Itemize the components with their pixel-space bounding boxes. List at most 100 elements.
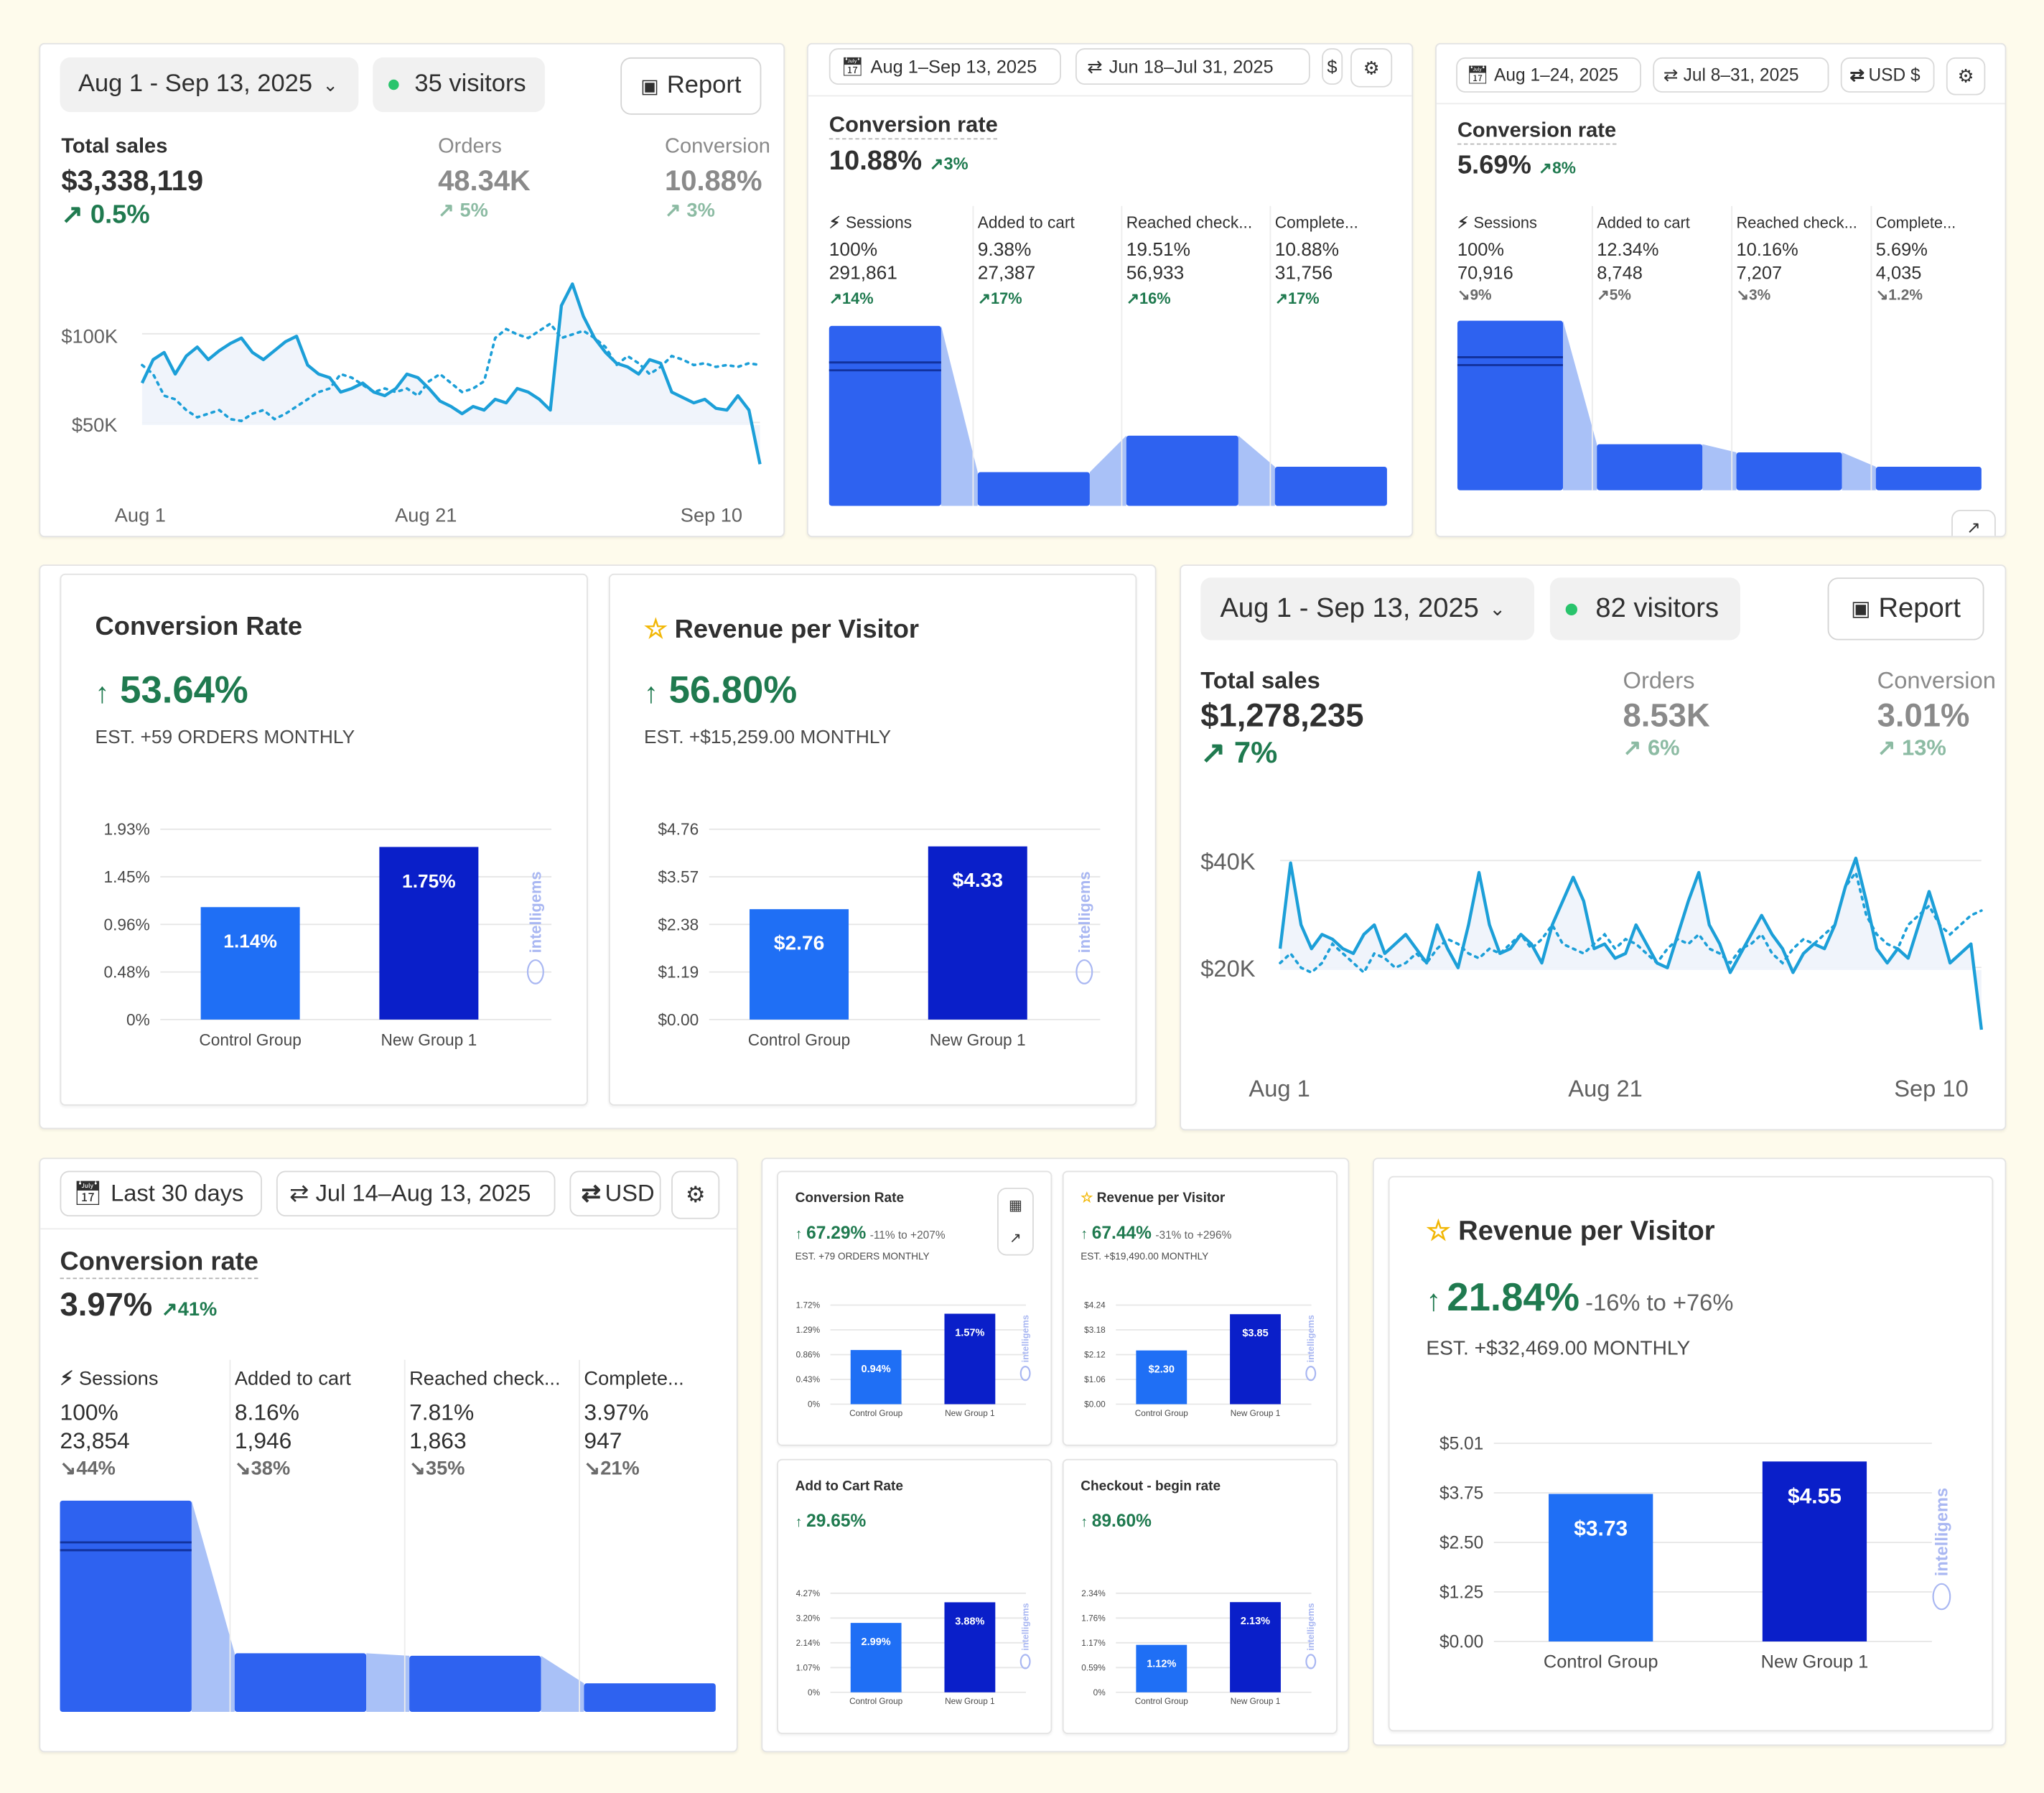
- funnel-bar: [1457, 320, 1564, 490]
- currency-chip[interactable]: ⇄ USD: [569, 1170, 661, 1217]
- step-label-text: Added to cart: [1597, 213, 1690, 233]
- area-fill: [1280, 858, 1982, 1030]
- funnel-step-1[interactable]: ⚡︎ Sessions 100% 23,854 ↘44%: [60, 1365, 225, 1484]
- funnel-change: ↗8%: [1539, 159, 1576, 177]
- table-icon[interactable]: ▦: [1008, 1198, 1022, 1214]
- intelligems-logo-icon: [1019, 1654, 1031, 1669]
- star-icon: ☆: [1426, 1216, 1451, 1247]
- total-sales-value: $1,278,235: [1200, 697, 1364, 735]
- date-range-picker[interactable]: Aug 1 - Sep 13, 2025 ⌄: [60, 57, 359, 113]
- mini-metric-card[interactable]: Add to Cart Rate ↑ 29.65% 4.27% 3.20% 2.14% 1…: [777, 1458, 1053, 1734]
- visitors-count: 82 visitors: [1595, 593, 1719, 623]
- column-divider: [1731, 205, 1733, 490]
- comparison-chip[interactable]: ⇄ Jul 8–31, 2025: [1653, 57, 1829, 93]
- conversion-value: 10.88%: [665, 164, 762, 197]
- column-divider: [1591, 205, 1593, 490]
- funnel-step-2[interactable]: Added to cart 12.34% 8,748 ↗5%: [1597, 211, 1726, 307]
- arrow-up-icon: ↑: [95, 676, 110, 709]
- funnel-card-a: 📅︎ Aug 1–Sep 13, 2025 ⇄ Jun 18–Jul 31, 202…: [806, 42, 1414, 538]
- y-tick-label: $40K: [1200, 848, 1256, 875]
- funnel-value: 5.69% ↗8%: [1457, 152, 1576, 182]
- control-group-bar: [1136, 1644, 1187, 1692]
- funnel-step-2[interactable]: Added to cart 8.16% 1,946 ↘38%: [235, 1365, 399, 1484]
- report-button[interactable]: ▣ Report: [620, 57, 762, 115]
- step-percentage: 9.38%: [977, 239, 1032, 261]
- x-tick-label: Aug 21: [1568, 1075, 1643, 1102]
- step-change: ↘1.2%: [1875, 288, 1923, 304]
- chevron-down-icon: ⌄: [322, 73, 338, 95]
- card-title-text: Conversion Rate: [795, 1190, 905, 1206]
- funnel-step-3[interactable]: Reached check... 10.16% 7,207 ↘3%: [1737, 211, 1866, 307]
- orders-label: Orders: [1623, 667, 1695, 694]
- filter-button[interactable]: ⚙︎: [671, 1170, 720, 1219]
- revenue-per-visitor-card: ☆ Revenue per Visitor ↑ 21.84% -16% to +…: [1388, 1175, 1994, 1732]
- step-change: ↗14%: [829, 289, 874, 307]
- date-range-chip[interactable]: 📅︎ Aug 1–Sep 13, 2025: [829, 48, 1061, 85]
- external-link-icon[interactable]: ↗: [1009, 1231, 1022, 1247]
- funnel-bar: [829, 325, 941, 506]
- funnel-step-3[interactable]: Reached check... 7.81% 1,863 ↘35%: [409, 1365, 574, 1484]
- arrow-up-icon: ↑: [1426, 1282, 1442, 1317]
- star-icon: ☆: [1081, 1190, 1097, 1206]
- intelligems-logo-icon: [1075, 959, 1093, 984]
- conversion-rate-card: Conversion Rate ↑ 53.64% EST. +59 ORDERS…: [60, 573, 588, 1106]
- bar-value-label: $2.76: [774, 931, 824, 954]
- date-range-chip[interactable]: 📅︎ Last 30 days: [60, 1170, 262, 1217]
- funnel-chart: [60, 1500, 716, 1713]
- lift-value-number: 53.64%: [120, 670, 248, 712]
- expand-button[interactable]: ↗: [1951, 509, 1996, 536]
- x-category-label: Control Group: [1544, 1652, 1658, 1672]
- y-tick-label: 0.96%: [103, 915, 149, 933]
- funnel-bar: [1736, 452, 1842, 490]
- report-button[interactable]: ▣ Report: [1827, 577, 1984, 641]
- filter-button[interactable]: ⚙︎: [1946, 57, 1986, 96]
- comparison-chip[interactable]: ⇄ Jul 14–Aug 13, 2025: [276, 1170, 556, 1217]
- comparison-bar-chart: $5.01 $3.75 $2.50 $1.25 $0.00 $3.73 Control Gr…: [1439, 1435, 1952, 1672]
- card-actions[interactable]: ▦ ↗: [997, 1188, 1034, 1256]
- y-tick-label: 0%: [808, 1400, 821, 1410]
- confidence-range: -31% to +296%: [1155, 1228, 1232, 1242]
- y-tick-label: 0%: [126, 1010, 150, 1029]
- orders-value: 48.34K: [438, 164, 531, 197]
- date-range-chip[interactable]: 📅︎ Aug 1–24, 2025: [1456, 57, 1641, 93]
- funnel-step-3[interactable]: Reached check... 19.51% 56,933 ↗16%: [1126, 211, 1264, 310]
- funnel-step-4[interactable]: Complete... 10.88% 31,756 ↗17%: [1275, 211, 1412, 310]
- funnel-step-2[interactable]: Added to cart 9.38% 27,387 ↗17%: [978, 211, 1116, 310]
- new-group-bar: [944, 1313, 996, 1405]
- x-category-label: New Group 1: [1761, 1652, 1869, 1672]
- visitors-badge[interactable]: 82 visitors: [1549, 577, 1740, 641]
- funnel-step-1[interactable]: ⚡︎ Sessions 100% 70,916 ↘9%: [1457, 211, 1587, 307]
- new-group-bar: [928, 846, 1027, 1020]
- funnel-step-4[interactable]: Complete... 3.97% 947 ↘21%: [584, 1365, 736, 1484]
- x-category-label: Control Group: [748, 1030, 851, 1049]
- currency-label: $: [1327, 56, 1338, 78]
- currency-chip[interactable]: $: [1322, 48, 1343, 85]
- visitors-badge[interactable]: 35 visitors: [373, 57, 545, 113]
- lift-value: ↑ 67.44% -31% to +296%: [1081, 1221, 1231, 1245]
- date-range-picker[interactable]: Aug 1 - Sep 13, 2025 ⌄: [1200, 577, 1535, 641]
- visitors-count: 35 visitors: [414, 70, 526, 98]
- y-tick-label: $2.38: [658, 915, 699, 933]
- bolt-icon: ⚡︎: [1457, 213, 1469, 233]
- comparison-chip[interactable]: ⇄ Jun 18–Jul 31, 2025: [1075, 48, 1310, 85]
- y-tick-label: 0.86%: [796, 1350, 821, 1360]
- step-label: Reached check...: [1126, 211, 1264, 236]
- x-tick-label: Aug 1: [115, 503, 166, 526]
- card-title-text: Revenue per Visitor: [1096, 1190, 1226, 1206]
- currency-chip[interactable]: ⇄ USD $: [1840, 57, 1935, 93]
- funnel-step-1[interactable]: ⚡︎ Sessions 100% 291,861 ↗14%: [829, 211, 967, 310]
- step-change: ↘9%: [1457, 288, 1492, 304]
- y-tick-label: 2.14%: [796, 1638, 821, 1648]
- y-tick-label: 1.29%: [796, 1325, 821, 1335]
- mini-metric-card[interactable]: Checkout - begin rate ↑ 89.60% 2.34% 1.76% 1…: [1062, 1458, 1338, 1734]
- step-label-text: Sessions: [845, 213, 913, 233]
- funnel-change-value: 3%: [943, 154, 969, 174]
- mini-metric-card[interactable]: Conversion Rate ↑ 67.29% -11% to +207% EST.…: [777, 1170, 1053, 1446]
- mini-metric-card[interactable]: ☆ Revenue per Visitor ↑ 67.44% -31% to +29…: [1062, 1170, 1338, 1446]
- funnel-step-4[interactable]: Complete... 5.69% 4,035 ↘1.2%: [1876, 211, 2005, 307]
- comparison-bar-chart: $4.24 $3.18 $2.12 $1.06 $0.00 $2.30 Control Gr…: [1084, 1300, 1316, 1418]
- date-range-label: Aug 1–24, 2025: [1494, 65, 1619, 85]
- filter-button[interactable]: ⚙︎: [1350, 48, 1393, 88]
- estimate-text: EST. +79 ORDERS MONTHLY: [795, 1250, 930, 1262]
- funnel-connector: [541, 1655, 584, 1713]
